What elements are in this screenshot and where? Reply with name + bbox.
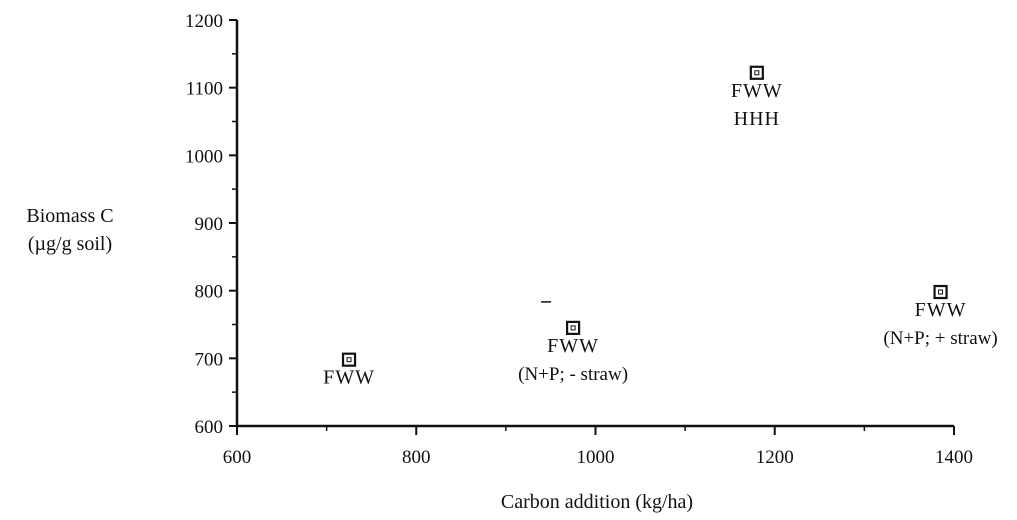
x-tick-label: 600 xyxy=(223,447,252,468)
x-tick-label: 800 xyxy=(402,447,431,468)
square-marker xyxy=(565,320,581,335)
x-tick-label: 1200 xyxy=(756,447,794,468)
point-label: FWW xyxy=(731,80,783,102)
y-tick-label: 1000 xyxy=(185,146,223,167)
y-tick-label: 800 xyxy=(195,282,224,303)
axes: 600 700 800 900 1000 1100 1200 600 800 1000 1200 14… xyxy=(185,11,973,468)
x-tick-label: 1000 xyxy=(577,447,615,468)
y-axis-label-line-1: Biomass C xyxy=(26,205,113,227)
y-axis-label-line-2: (µg/g soil) xyxy=(28,233,112,255)
square-marker xyxy=(749,65,764,80)
square-marker-inner xyxy=(346,357,352,363)
point-note: (N+P; - straw) xyxy=(518,364,628,385)
data-point: FWW xyxy=(323,352,375,389)
y-tick-label: 900 xyxy=(195,214,224,235)
data-points: FWW FWW (N+P; - straw) FWW HHH FWW (N+P; + str… xyxy=(323,65,998,389)
point-label: FWW xyxy=(915,299,967,321)
square-marker-inner xyxy=(570,325,576,331)
y-tick-label: 600 xyxy=(195,417,224,438)
y-tick-label: 1200 xyxy=(185,11,223,32)
point-note: (N+P; + straw) xyxy=(883,328,997,349)
square-marker-inner xyxy=(938,289,944,295)
data-point: FWW HHH xyxy=(731,65,783,130)
y-tick-label: 700 xyxy=(195,349,224,370)
x-tick-label: 1400 xyxy=(935,447,973,468)
y-tick-label: 1100 xyxy=(186,79,223,100)
data-point: FWW (N+P; - straw) xyxy=(518,320,628,385)
square-marker xyxy=(341,352,357,367)
data-point: FWW (N+P; + straw) xyxy=(883,284,998,349)
y-axis-title: Biomass C (µg/g soil) xyxy=(26,205,113,255)
x-axis-label: Carbon addition (kg/ha) xyxy=(501,491,693,513)
square-marker-inner xyxy=(754,70,760,76)
point-note: HHH xyxy=(734,108,780,130)
square-marker xyxy=(933,284,948,300)
point-label: FWW xyxy=(323,367,375,389)
point-label: FWW xyxy=(547,335,599,357)
